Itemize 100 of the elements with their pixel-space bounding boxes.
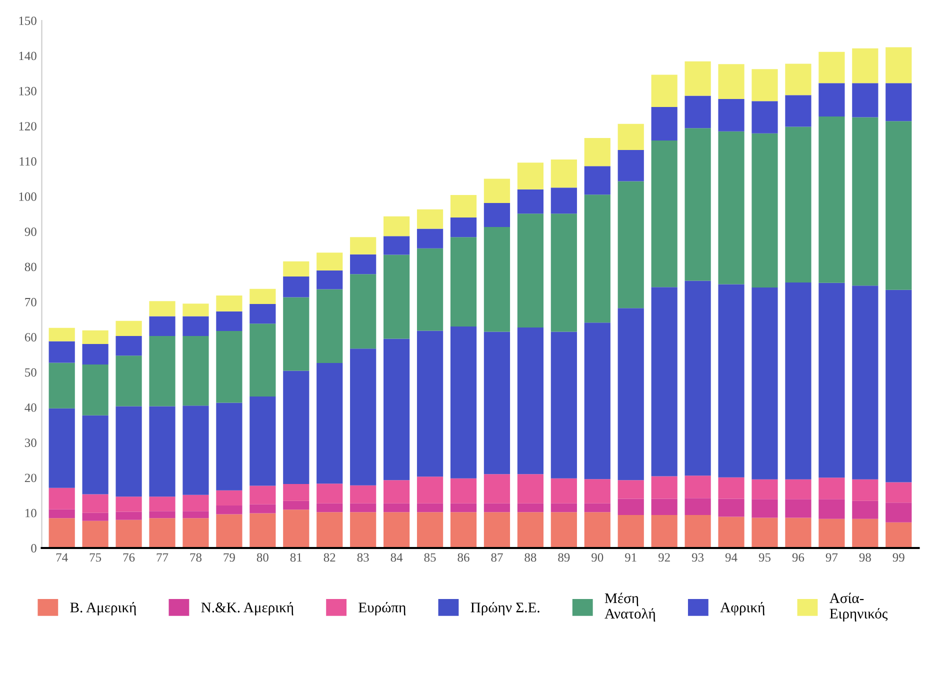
bar (818, 478, 845, 500)
bar (785, 95, 812, 127)
x-tick-label: 98 (859, 553, 871, 562)
bar (584, 194, 610, 323)
bar (718, 516, 744, 548)
bar (350, 503, 376, 512)
bar (550, 332, 577, 478)
legend-label: Αφρική (720, 602, 764, 616)
legend-label: Β. Αμερική (70, 602, 136, 616)
y-tick-label: 150 (19, 16, 36, 26)
bar (484, 503, 510, 512)
bar (818, 83, 845, 117)
x-tick-label: 95 (758, 553, 771, 562)
bar (618, 514, 644, 548)
bar (182, 336, 209, 406)
bar (182, 518, 209, 548)
bar (416, 330, 444, 477)
bar (48, 341, 75, 363)
bar (651, 476, 678, 499)
bar (484, 226, 510, 332)
bar (785, 282, 812, 480)
legend-label: Πρώην Σ.Ε. (470, 602, 540, 616)
y-tick-label: 40 (24, 403, 36, 412)
bar (484, 178, 510, 204)
bar (116, 336, 142, 356)
bar (684, 128, 711, 281)
bar (384, 512, 410, 548)
x-tick-label: 76 (123, 553, 135, 562)
bar (450, 217, 477, 238)
bar (785, 518, 812, 548)
bar (618, 150, 644, 182)
bar (785, 64, 812, 96)
y-tick-label: 0 (31, 544, 36, 552)
bar (484, 203, 510, 227)
bar (283, 484, 310, 501)
legend-label: Ασία- Ειρηνικός (829, 592, 888, 622)
x-tick-label: 92 (658, 553, 670, 562)
bar (350, 485, 376, 504)
bar (450, 194, 477, 218)
y-tick-label: 50 (25, 368, 36, 377)
bar (618, 181, 644, 308)
bar (886, 83, 912, 122)
bar (852, 83, 878, 118)
bar (316, 252, 343, 271)
bar (818, 282, 845, 478)
bar (250, 396, 276, 486)
legend-label: Μέση Ανατολή (604, 592, 656, 622)
bar (350, 348, 376, 486)
bar (250, 486, 276, 504)
bar (584, 138, 610, 166)
y-tick-label: 60 (24, 333, 36, 342)
bar (283, 510, 310, 548)
bar (684, 498, 711, 515)
bar (116, 520, 142, 548)
bar (250, 304, 276, 324)
bar (316, 270, 343, 290)
bar (752, 133, 778, 288)
bar (48, 518, 75, 548)
bar (684, 514, 711, 548)
x-tick-label: 78 (190, 553, 202, 562)
y-tick-label: 30 (24, 438, 36, 447)
bar (149, 511, 176, 518)
x-tick-label: 84 (390, 553, 403, 562)
y-tick-label: 120 (19, 122, 36, 130)
bar (316, 484, 343, 504)
bar (785, 479, 812, 500)
bar (250, 324, 276, 396)
bar (82, 520, 108, 548)
x-tick-label: 82 (324, 553, 336, 562)
x-tick-label: 89 (558, 553, 570, 562)
bar (48, 328, 75, 342)
bar (82, 330, 108, 344)
bar (584, 479, 610, 504)
bar (718, 477, 744, 499)
bar (752, 101, 778, 134)
bar (550, 214, 577, 332)
bar (785, 499, 812, 518)
bar (384, 480, 410, 504)
bar (182, 316, 209, 336)
bar (216, 296, 242, 312)
y-tick-label: 70 (25, 298, 36, 306)
bar (550, 478, 577, 504)
bar (886, 482, 912, 503)
bar (785, 126, 812, 283)
y-tick-label: 130 (19, 86, 36, 96)
bar (852, 48, 878, 84)
x-tick-label: 96 (792, 553, 804, 562)
bar (852, 518, 878, 548)
bar (283, 370, 310, 484)
bar (48, 509, 75, 518)
bar (182, 494, 209, 512)
bar (618, 308, 644, 480)
bar (684, 280, 711, 476)
bar (550, 188, 577, 214)
bar (818, 52, 845, 84)
bar (517, 474, 544, 504)
x-tick-label: 87 (491, 553, 503, 562)
bar (752, 287, 778, 480)
bar (82, 512, 108, 521)
bar (886, 47, 912, 84)
